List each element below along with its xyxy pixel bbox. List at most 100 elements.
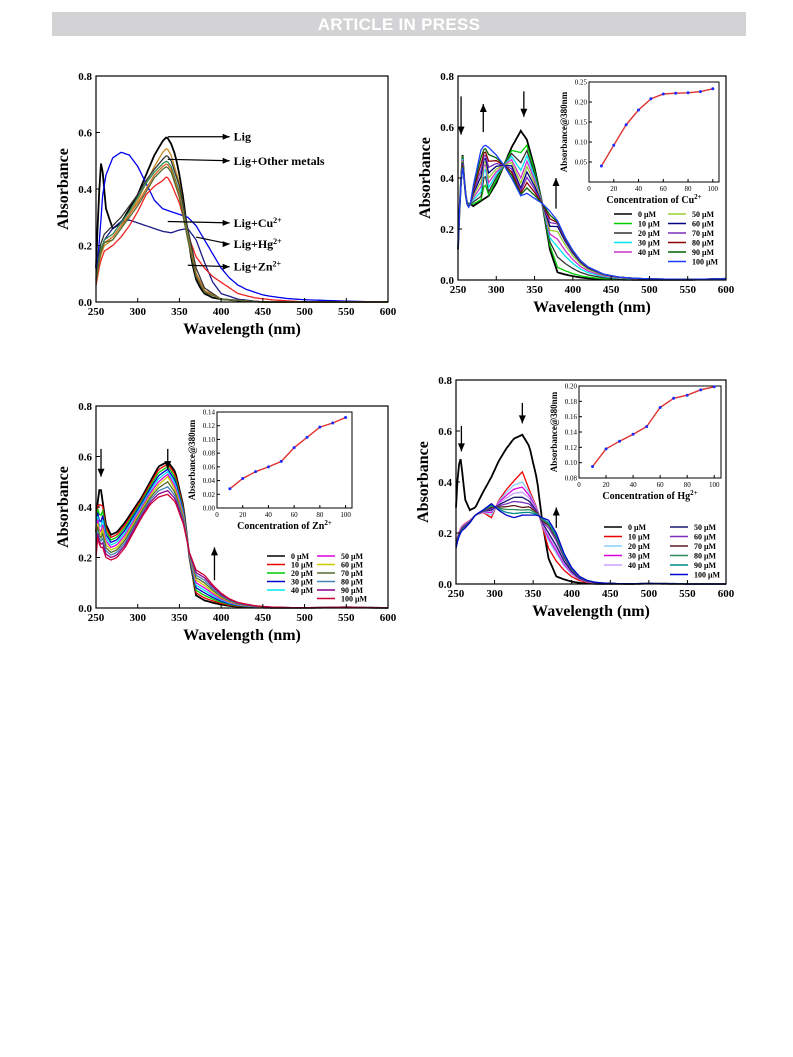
- y-axis-label: Absorbance: [415, 441, 432, 523]
- inset-y-tick-label: 0.04: [203, 477, 216, 485]
- inset-x-tick-label: 100: [708, 185, 719, 193]
- annotation-label: Lig+Zn2+: [234, 259, 282, 274]
- x-tick-label: 250: [88, 306, 105, 318]
- y-tick-label: 0.2: [440, 224, 454, 236]
- chart-panel-a: 250 300 350 400 450 500 550 600 0.0 0.2 0.4 0.6 0.8 W…: [52, 68, 397, 348]
- legend-label: 100 μM: [694, 571, 721, 580]
- trend-arrowhead: [457, 443, 465, 452]
- legend-label: 50 μM: [694, 523, 717, 532]
- inset-point: [604, 447, 608, 451]
- inset-x-axis-label: Concentration of Zn2+: [237, 519, 332, 532]
- spectrum-line: [457, 144, 727, 281]
- spectrum-line: [95, 151, 388, 303]
- trend-arrowhead: [518, 415, 526, 424]
- x-tick-label: 250: [88, 612, 105, 624]
- inset-y-axis-label: Absorbance@380nm: [559, 91, 569, 172]
- legend-label: 100 μM: [692, 258, 719, 267]
- inset-point: [645, 425, 649, 429]
- x-tick-label: 550: [679, 588, 696, 600]
- annotation-label: Lig+Cu2+: [234, 215, 283, 230]
- legend-label: 10 μM: [628, 533, 651, 542]
- legend-label: 0 μM: [628, 523, 647, 532]
- inset-line: [600, 88, 713, 167]
- inset-y-tick-label: 0.08: [203, 450, 216, 458]
- y-axis-label: Absorbance: [55, 148, 72, 230]
- inset-x-tick-label: 80: [684, 481, 692, 489]
- inset-y-tick-label: 0.14: [565, 429, 578, 437]
- inset-y-tick-label: 0.10: [203, 436, 216, 444]
- annotation-label: Lig: [234, 130, 251, 144]
- legend-label: 40 μM: [628, 561, 651, 570]
- inset-x-tick-label: 20: [239, 511, 247, 519]
- x-tick-label: 450: [255, 306, 272, 318]
- y-tick-label: 0.8: [78, 401, 92, 413]
- annotation-label: Lig+Hg2+: [234, 237, 283, 252]
- inset-point: [674, 91, 678, 95]
- inset-x-tick-label: 40: [635, 185, 643, 193]
- uv-vis-chart-b: 250 300 350 400 450 500 550 6000.00.20.40.60.8W…: [417, 71, 735, 316]
- spectrum-line: [455, 504, 726, 585]
- trend-arrowhead: [552, 178, 560, 186]
- inset-frame: [588, 81, 720, 183]
- legend-label: 80 μM: [341, 578, 364, 587]
- arrowhead: [222, 133, 230, 140]
- trend-arrowhead: [164, 461, 172, 470]
- inset-point: [637, 108, 641, 112]
- x-tick-label: 500: [641, 284, 658, 296]
- uv-vis-chart-d: 250 300 350 400 450 500 550 6000.00.20.40.60.8W…: [415, 375, 735, 620]
- inset-point: [228, 487, 232, 491]
- inset-x-tick-label: 80: [685, 185, 693, 193]
- inset-x-tick-label: 60: [291, 511, 299, 519]
- legend-label: 40 μM: [638, 248, 661, 257]
- inset-x-tick-label: 80: [316, 511, 324, 519]
- legend-label: 20 μM: [638, 229, 661, 238]
- inset-x-tick-label: 100: [709, 481, 720, 489]
- y-tick-label: 0.8: [78, 71, 92, 83]
- x-tick-label: 350: [525, 588, 542, 600]
- y-tick-label: 0.0: [78, 603, 92, 615]
- inset-chart: 0 20 40 60 80 100 0.08 0.10 0.12 0.14 0.16 0.18 0.20…: [549, 383, 722, 502]
- y-tick-label: 0.0: [438, 579, 452, 591]
- inset-point: [649, 97, 653, 101]
- inset-x-tick-label: 0: [587, 185, 591, 193]
- legend-label: 50 μM: [341, 552, 364, 561]
- inset-y-tick-label: 0.20: [565, 383, 578, 391]
- spectrum-line: [455, 496, 726, 585]
- x-axis-label: Wavelength (nm): [533, 299, 651, 316]
- inset-y-tick-label: 0.10: [575, 139, 588, 147]
- trend-arrowhead: [520, 108, 528, 117]
- inset-x-tick-label: 20: [610, 185, 618, 193]
- inset-point: [661, 92, 665, 96]
- inset-point: [318, 425, 322, 429]
- spectrum-line: [455, 502, 726, 585]
- legend-label: 90 μM: [692, 248, 715, 257]
- x-tick-label: 500: [296, 306, 313, 318]
- inset-point: [612, 143, 616, 147]
- x-tick-label: 450: [255, 612, 272, 624]
- inset-y-axis-label: Absorbance@380nm: [187, 419, 197, 500]
- spectrum-line: [455, 505, 726, 585]
- trend-arrowhead: [479, 104, 487, 113]
- arrowhead: [222, 157, 230, 164]
- inset-point: [672, 396, 676, 400]
- legend-label: 0 μM: [638, 210, 657, 219]
- y-tick-label: 0.6: [78, 452, 92, 464]
- inset-y-tick-label: 0.05: [575, 159, 588, 167]
- y-tick-label: 0.0: [78, 297, 92, 309]
- inset-point: [685, 393, 689, 397]
- inset-line: [229, 416, 346, 490]
- inset-y-tick-label: 0.12: [565, 444, 578, 452]
- inset-point: [631, 432, 635, 436]
- x-tick-label: 350: [171, 612, 188, 624]
- inset-x-tick-label: 60: [657, 481, 665, 489]
- x-tick-label: 600: [380, 306, 397, 318]
- inset-x-tick-label: 100: [340, 511, 351, 519]
- inset-point: [331, 421, 335, 425]
- inset-x-tick-label: 0: [577, 481, 581, 489]
- x-tick-label: 250: [450, 284, 467, 296]
- arrowhead: [222, 263, 230, 270]
- x-tick-label: 400: [213, 612, 230, 624]
- inset-y-tick-label: 0.25: [575, 79, 588, 87]
- y-tick-label: 0.4: [440, 173, 454, 185]
- inset-x-axis-label: Concentration of Hg2+: [602, 489, 697, 502]
